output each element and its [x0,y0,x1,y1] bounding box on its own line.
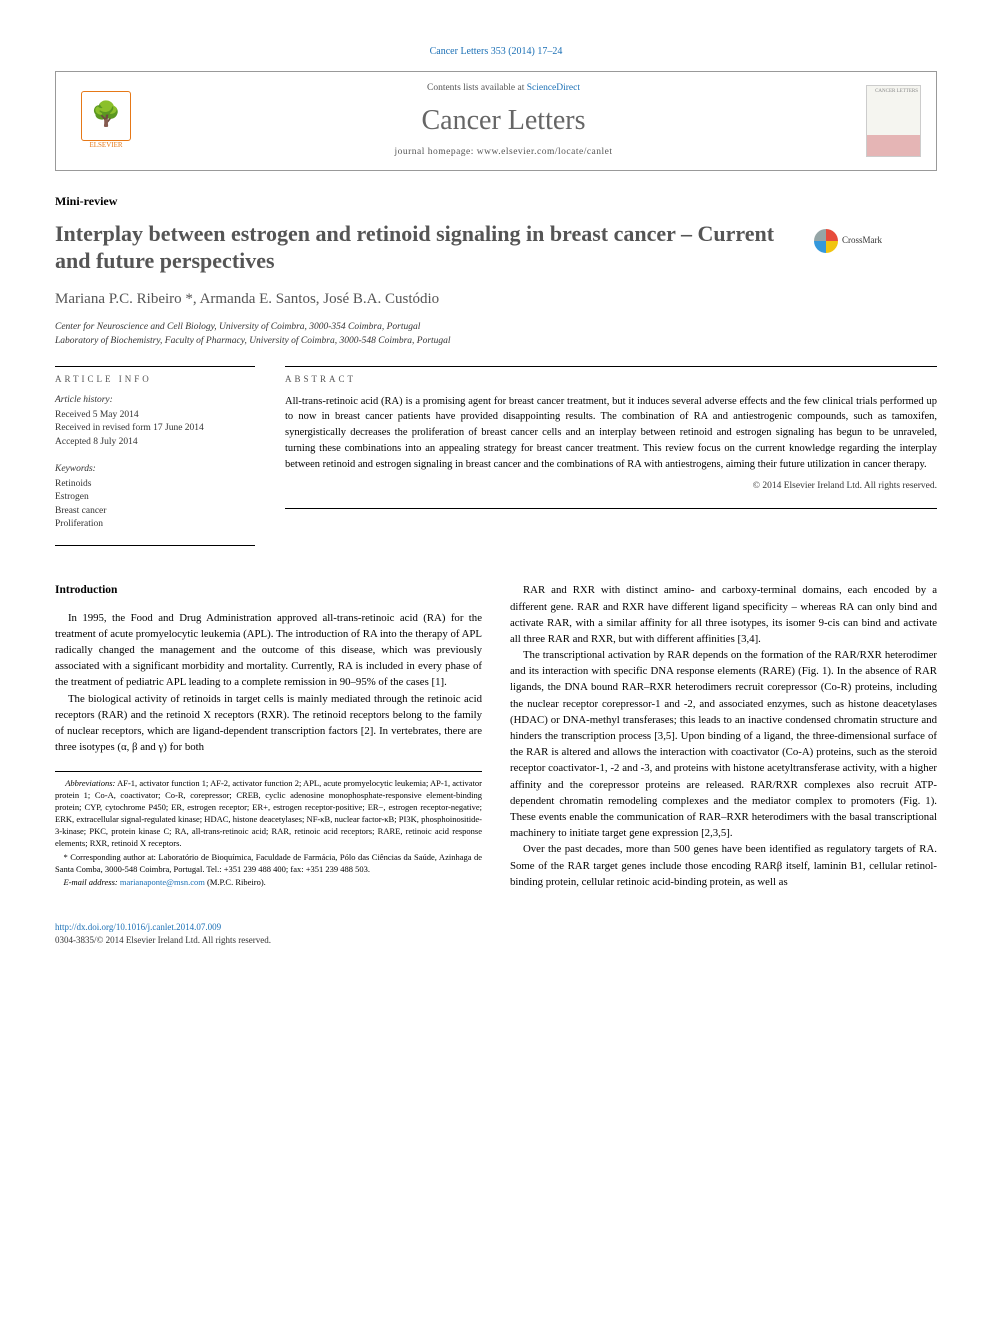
page-footer: http://dx.doi.org/10.1016/j.canlet.2014.… [55,921,937,946]
body-paragraph: The biological activity of retinoids in … [55,691,482,756]
doi-link[interactable]: http://dx.doi.org/10.1016/j.canlet.2014.… [55,922,221,932]
affiliation-2: Laboratory of Biochemistry, Faculty of P… [55,334,937,348]
journal-name: Cancer Letters [141,101,866,140]
history-label: Article history: [55,394,255,407]
article-type: Mini-review [55,193,937,210]
crossmark-icon [814,229,838,253]
journal-header: 🌳 ELSEVIER Contents lists available at S… [55,71,937,171]
received-date: Received 5 May 2014 [55,409,255,422]
publisher-name: ELSEVIER [89,141,122,151]
homepage-line: journal homepage: www.elsevier.com/locat… [141,146,866,159]
body-paragraph: Over the past decades, more than 500 gen… [510,841,937,890]
abbrev-label: Abbreviations: [65,778,115,788]
contents-prefix: Contents lists available at [427,83,527,93]
contents-line: Contents lists available at ScienceDirec… [141,82,866,95]
email-link[interactable]: marianaponte@msn.com [118,877,205,887]
elsevier-tree-icon: 🌳 [81,91,131,141]
accepted-date: Accepted 8 July 2014 [55,436,255,449]
abstract-text: All-trans-retinoic acid (RA) is a promis… [285,394,937,473]
homepage-url[interactable]: www.elsevier.com/locate/canlet [477,147,613,157]
crossmark-badge[interactable]: CrossMark [814,229,882,253]
body-paragraph: The transcriptional activation by RAR de… [510,647,937,841]
body-columns: Introduction In 1995, the Food and Drug … [55,582,937,891]
keyword: Breast cancer [55,505,255,518]
keyword: Estrogen [55,491,255,504]
affiliations: Center for Neuroscience and Cell Biology… [55,320,937,349]
homepage-prefix: journal homepage: [394,147,476,157]
journal-reference: Cancer Letters 353 (2014) 17–24 [55,45,937,59]
body-paragraph: In 1995, the Food and Drug Administratio… [55,610,482,691]
sciencedirect-link[interactable]: ScienceDirect [527,83,580,93]
abstract-copyright: © 2014 Elsevier Ireland Ltd. All rights … [285,480,937,508]
abstract-section: ABSTRACT All-trans-retinoic acid (RA) is… [285,366,937,546]
article-info-sidebar: ARTICLE INFO Article history: Received 5… [55,366,255,546]
footnotes: Abbreviations: AF-1, activator function … [55,771,482,889]
keyword: Retinoids [55,478,255,491]
abbrev-text: AF-1, activator function 1; AF-2, activa… [55,778,482,847]
body-paragraph: RAR and RXR with distinct amino- and car… [510,582,937,647]
right-column: RAR and RXR with distinct amino- and car… [510,582,937,891]
article-info-label: ARTICLE INFO [55,366,255,386]
article-title: Interplay between estrogen and retinoid … [55,220,795,275]
introduction-heading: Introduction [55,582,482,599]
corresponding-author: * Corresponding author at: Laboratório d… [55,852,482,876]
keywords-label: Keywords: [55,463,255,476]
email-suffix: (M.P.C. Ribeiro). [205,877,266,887]
revised-date: Received in revised form 17 June 2014 [55,422,255,435]
abstract-label: ABSTRACT [285,366,937,386]
authors: Mariana P.C. Ribeiro *, Armanda E. Santo… [55,289,937,310]
left-column: Introduction In 1995, the Food and Drug … [55,582,482,891]
journal-cover-thumbnail: CANCER LETTERS [866,85,921,157]
crossmark-label: CrossMark [842,234,882,247]
publisher-logo: 🌳 ELSEVIER [71,83,141,158]
affiliation-1: Center for Neuroscience and Cell Biology… [55,320,937,334]
issn-copyright: 0304-3835/© 2014 Elsevier Ireland Ltd. A… [55,935,271,945]
email-label: E-mail address: [64,877,118,887]
keyword: Proliferation [55,518,255,531]
